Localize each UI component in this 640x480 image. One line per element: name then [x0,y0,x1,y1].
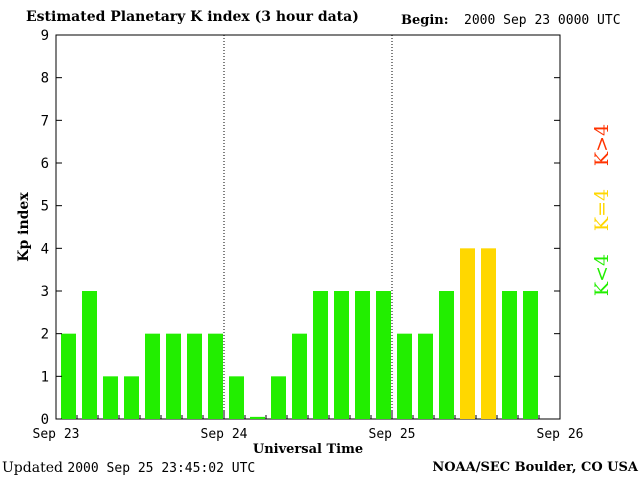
legend-item: K<4 [591,254,613,296]
kp-bar [208,333,223,419]
kp-index-chart: 0 1 2 3 4 5 6 7 8 9 Sep 23 Sep 24 Sep 25 Sep 26 Univer… [16,28,613,457]
y-tick-label: 0 [41,412,49,428]
y-tick-label: 8 [41,71,49,87]
kp-bar [166,333,181,419]
y-tick-label: 1 [41,369,49,385]
kp-bar [292,333,307,419]
x-day-label: Sep 26 [537,427,584,442]
x-axis-label: Universal Time [253,442,363,457]
kp-bar [481,248,496,419]
y-axis-label: Kp index [16,192,32,262]
x-day-label: Sep 23 [33,427,80,442]
kp-bar [397,333,412,419]
y-tick-label: 2 [41,327,49,343]
y-tick-label: 9 [41,28,49,44]
y-tick-label: 3 [41,284,49,300]
kp-bar [145,333,160,419]
updated-timestamp: Updated 2000 Sep 25 23:45:02 UTC [2,460,255,476]
updated-value: 2000 Sep 25 23:45:02 UTC [67,461,256,476]
kp-bar [460,248,475,419]
legend-item: K>4 [591,124,613,166]
kp-bar [250,416,265,419]
kp-bar [502,291,517,419]
kp-bar [355,291,370,419]
kp-bar [103,376,118,419]
begin-value: 2000 Sep 23 0000 UTC [464,13,621,28]
kp-bar [124,376,139,419]
y-tick-label: 7 [41,113,49,129]
kp-bar [313,291,328,419]
kp-bar [376,291,391,419]
credit-text: NOAA/SEC Boulder, CO USA [432,460,638,475]
kp-bar [271,376,286,419]
kp-bar [61,333,76,419]
y-tick-label: 6 [41,156,49,172]
chart-title: Estimated Planetary K index (3 hour data… [26,9,359,25]
kp-bar [334,291,349,419]
begin-label: Begin: [401,13,449,28]
x-day-label: Sep 24 [201,427,248,442]
updated-label: Updated [2,460,63,476]
kp-bar [439,291,454,419]
kp-bar [418,333,433,419]
y-tick-label: 5 [41,199,49,215]
x-day-label: Sep 25 [369,427,416,442]
kp-bar [523,291,538,419]
kp-bar [82,291,97,419]
y-tick-label: 4 [41,241,49,257]
legend-item: K=4 [591,189,613,231]
kp-bar [187,333,202,419]
kp-bar [229,376,244,419]
